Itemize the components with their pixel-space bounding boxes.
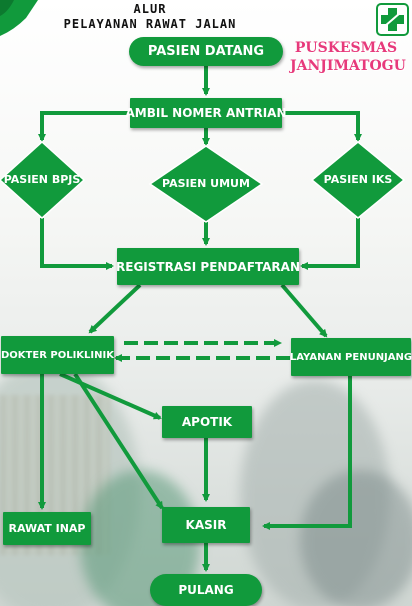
label-pasien-iks: PASIEN IKS — [323, 173, 393, 186]
arrow-dokter-kasir — [73, 372, 164, 510]
node-ambil-nomer-antrian: AMBIL NOMER ANTRIAN — [126, 98, 287, 128]
header: ALUR PELAYANAN RAWAT JALAN — [0, 0, 412, 38]
org-name-line2: JANJIMATOGU — [290, 58, 406, 74]
node-pulang: PULANG — [150, 574, 262, 606]
corner-decoration — [0, 0, 38, 36]
node-apotik: APOTIK — [162, 406, 252, 438]
diamond-pasien-umum — [148, 145, 264, 223]
arrow-penunjang-kasir — [262, 376, 352, 530]
page-title: ALUR — [133, 2, 167, 16]
label-pasien-umum: PASIEN UMUM — [162, 177, 250, 190]
health-cross-icon — [376, 3, 409, 36]
node-rawat-inap: RAWAT INAP — [3, 512, 91, 545]
arrow-antrian-iks — [282, 111, 362, 142]
diamond-pasien-bpjs — [0, 140, 86, 220]
arrow-registrasi-dokter — [88, 283, 142, 334]
arrow-registrasi-penunjang — [280, 283, 328, 338]
arrow-iks-registrasi — [300, 218, 360, 270]
node-registrasi-pendaftaran: REGISTRASI PENDAFTARAN — [116, 248, 300, 285]
background-blur — [300, 470, 412, 606]
diamond-pasien-iks — [310, 141, 406, 219]
node-pasien-datang: PASIEN DATANG — [129, 37, 283, 66]
arrow-antrian-bpjs — [38, 111, 130, 142]
node-kasir: KASIR — [162, 507, 250, 543]
org-name-line1: PUSKESMAS — [294, 40, 398, 56]
node-layanan-penunjang: LAYANAN PENUNJANG — [290, 338, 412, 376]
arrow-bpjs-registrasi — [40, 218, 114, 270]
node-dokter-poliklinik: DOKTER POLIKLINIK — [1, 336, 114, 374]
label-pasien-bpjs: PASIEN BPJS — [3, 173, 81, 186]
arrow-dokter-apotik — [59, 372, 162, 420]
page-subtitle: PELAYANAN RAWAT JALAN — [63, 17, 237, 31]
